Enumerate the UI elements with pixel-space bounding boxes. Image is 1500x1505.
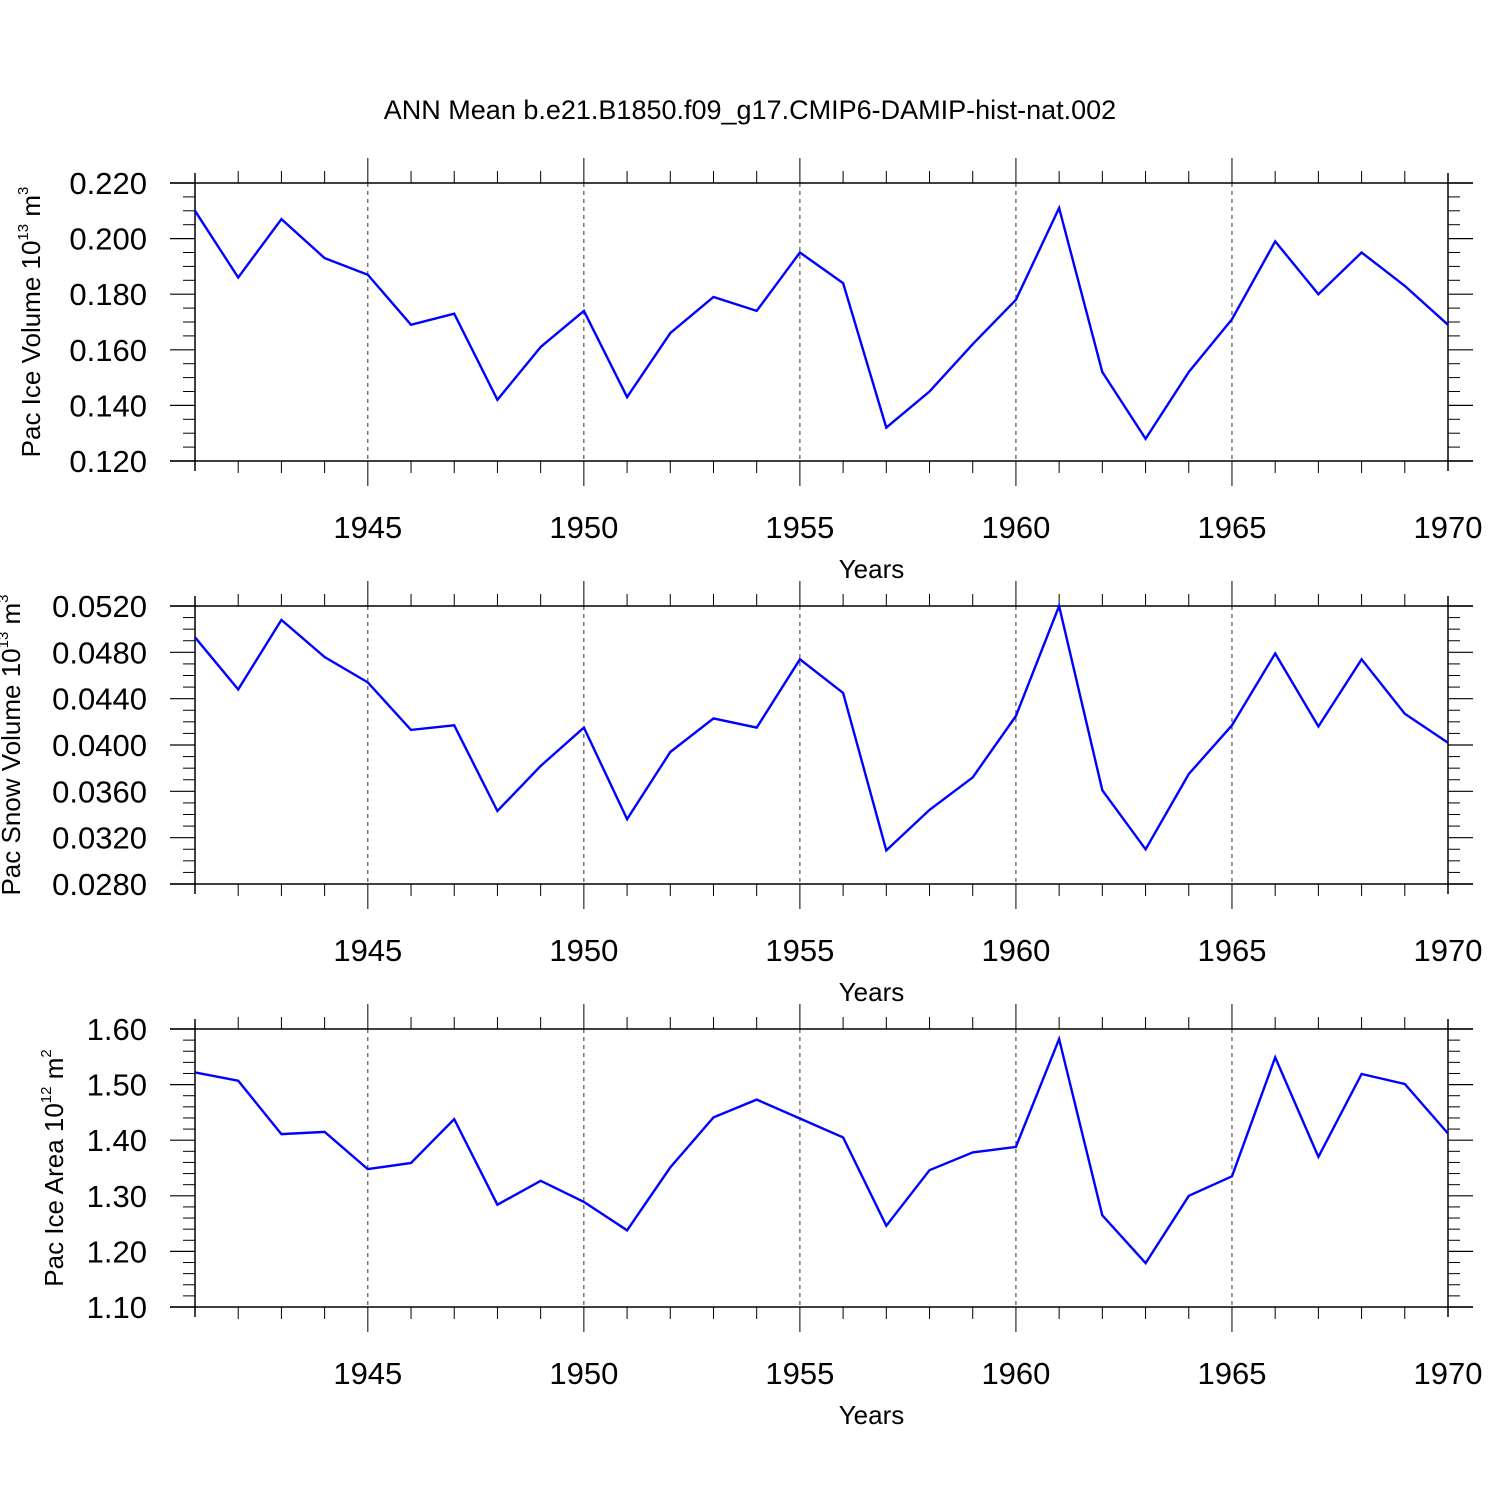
y-title-unit: m	[39, 1058, 69, 1087]
y-title-text: Pac Snow Volume 10	[0, 648, 26, 895]
x-tick-label: 1965	[1197, 510, 1266, 545]
y-tick-label: 1.50	[87, 1068, 147, 1103]
y-tick-label: 0.0480	[52, 635, 147, 670]
y-title-unit: m	[0, 603, 26, 632]
y-tick-label: 0.0440	[52, 682, 147, 717]
y-tick-label: 0.200	[69, 222, 147, 257]
y-tick-label: 0.0520	[52, 589, 147, 624]
y-title-exponent: 13	[15, 224, 32, 241]
y-tick-label: 1.20	[87, 1234, 147, 1269]
panel-1: 0.120 0.140 0.160 0.180 0.200 0.220 1945 1950 19…	[15, 158, 1482, 584]
y-tick-label: 0.160	[69, 333, 147, 368]
x-tick-label: 1955	[765, 933, 834, 968]
x-tick-label: 1970	[1414, 1356, 1483, 1391]
y-tick-label: 0.0400	[52, 728, 147, 763]
y-axis-title: Pac Ice Volume 1013 m3	[15, 187, 46, 458]
x-tick-label: 1950	[549, 1356, 618, 1391]
y-tick-label: 0.140	[69, 388, 147, 423]
y-title-text: Pac Ice Area 10	[39, 1103, 69, 1287]
y-tick-label: 0.0320	[52, 821, 147, 856]
y-title-text: Pac Ice Volume 10	[16, 241, 46, 458]
x-tick-label: 1950	[549, 933, 618, 968]
x-tick-label: 1955	[765, 1356, 834, 1391]
panel-2: 0.0280 0.0320 0.0360 0.0400 0.0440 0.0480 0.05…	[0, 581, 1482, 1007]
series-line	[194, 601, 1449, 853]
y-tick-label: 0.220	[69, 166, 147, 201]
x-tick-label: 1960	[981, 1356, 1050, 1391]
y-tick-label: 1.60	[87, 1012, 147, 1047]
y-axis-title: Pac Snow Volume 1013 m3	[0, 594, 26, 895]
x-tick-label: 1970	[1414, 933, 1483, 968]
chart-title: ANN Mean b.e21.B1850.f09_g17.CMIP6-DAMIP…	[384, 95, 1116, 125]
x-axis-title: Years	[839, 554, 905, 584]
x-tick-label: 1965	[1197, 933, 1266, 968]
y-title-unit-exponent: 2	[38, 1049, 55, 1057]
x-axis-title: Years	[839, 1400, 905, 1430]
series-line	[193, 204, 1449, 442]
y-title-exponent: 13	[0, 632, 12, 649]
y-title-unit: m	[16, 195, 46, 224]
panel-3: 1.10 1.20 1.30 1.40 1.50 1.60 1945 1950 1955 1960…	[38, 1004, 1482, 1430]
x-tick-label: 1945	[333, 933, 402, 968]
x-tick-label: 1960	[981, 933, 1050, 968]
x-tick-label: 1945	[333, 510, 402, 545]
x-tick-label: 1970	[1414, 510, 1483, 545]
y-title-unit-exponent: 3	[0, 594, 12, 602]
x-tick-label: 1950	[549, 510, 618, 545]
y-axis-title: Pac Ice Area 1012 m2	[38, 1049, 69, 1286]
y-tick-label: 1.40	[87, 1123, 147, 1158]
x-tick-label: 1965	[1197, 1356, 1266, 1391]
series-line	[194, 1035, 1449, 1266]
y-tick-label: 1.10	[87, 1290, 147, 1325]
x-tick-label: 1960	[981, 510, 1050, 545]
y-tick-label: 0.0280	[52, 867, 147, 902]
x-axis-title: Years	[839, 977, 905, 1007]
y-title-unit-exponent: 3	[15, 187, 32, 195]
x-tick-label: 1945	[333, 1356, 402, 1391]
y-tick-label: 0.180	[69, 277, 147, 312]
y-tick-label: 0.120	[69, 444, 147, 479]
y-title-exponent: 12	[38, 1086, 55, 1103]
x-tick-label: 1955	[765, 510, 834, 545]
y-tick-label: 0.0360	[52, 774, 147, 809]
y-tick-label: 1.30	[87, 1179, 147, 1214]
